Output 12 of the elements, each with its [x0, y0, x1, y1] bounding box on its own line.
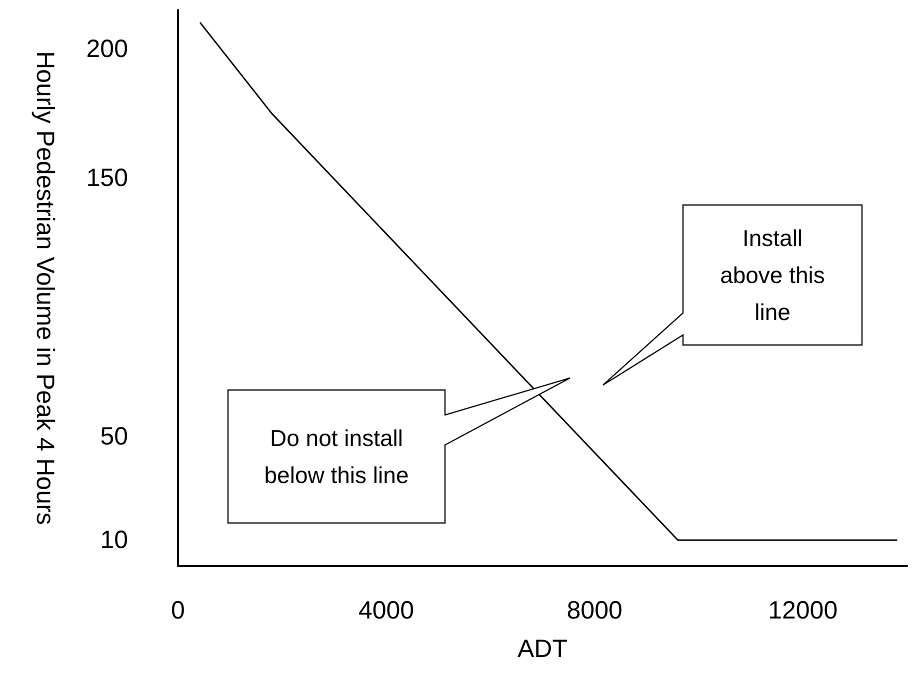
x-axis-title: ADT [518, 635, 568, 663]
y-tick-label: 150 [86, 164, 128, 192]
x-tick-label: 8000 [566, 596, 622, 624]
y-tick-label: 50 [100, 422, 128, 451]
y-tick-label: 200 [86, 34, 128, 63]
x-tick-label: 0 [171, 596, 185, 624]
y-tick-label: 10 [100, 526, 128, 554]
y-axis-title: Hourly Pedestrian Volume in Peak 4 Hours [31, 51, 59, 525]
annotation: Install above this line [719, 224, 826, 326]
annotation: Do not install below this line [263, 424, 410, 490]
x-tick-label: 12000 [768, 596, 838, 624]
x-tick-label: 4000 [358, 596, 414, 624]
